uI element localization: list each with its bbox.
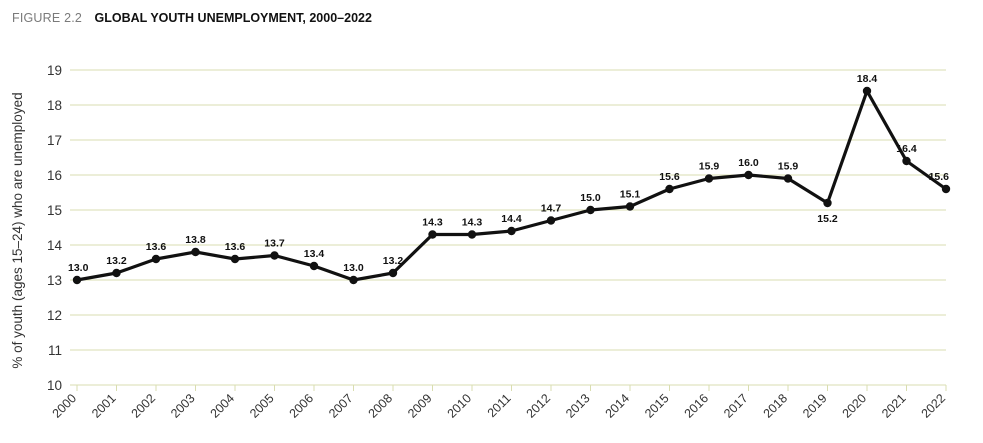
- data-label: 13.7: [264, 238, 285, 250]
- data-label: 16.4: [896, 143, 917, 155]
- data-point: [191, 247, 200, 257]
- data-label: 16.0: [738, 157, 759, 169]
- data-point: [467, 230, 477, 239]
- data-point: [823, 198, 832, 208]
- chart-title: GLOBAL YOUTH UNEMPLOYMENT, 2000–2022: [94, 11, 372, 25]
- data-point: [309, 261, 319, 271]
- x-tick-label: 2004: [208, 391, 238, 421]
- series-line-group: [75, 89, 948, 282]
- data-point: [862, 86, 872, 96]
- y-tick-label: 10: [47, 378, 62, 393]
- y-tick-label: 19: [47, 63, 62, 78]
- figure-header: FIGURE 2.2 GLOBAL YOUTH UNEMPLOYMENT, 20…: [12, 9, 372, 27]
- data-label: 13.0: [343, 262, 364, 274]
- y-tick-label: 16: [47, 168, 62, 183]
- x-tick-label: 2012: [524, 391, 554, 421]
- x-tick-label: 2007: [326, 391, 356, 421]
- y-axis-title-group: % of youth (ages 15–24) who are unemploy…: [10, 92, 25, 368]
- x-tick-labels: 2000 2001 2002 2003 2004 2005 2006 2007 2008 2009…: [50, 391, 949, 421]
- x-tick-label: 2021: [879, 391, 909, 421]
- data-label: 13.2: [383, 255, 404, 267]
- data-label: 15.2: [817, 213, 838, 225]
- x-tick-label: 2019: [800, 391, 830, 421]
- x-tick-label: 2020: [840, 391, 870, 421]
- data-label: 15.9: [699, 161, 720, 173]
- y-tick-label: 11: [48, 343, 62, 358]
- data-point: [388, 268, 398, 278]
- data-point: [507, 226, 516, 236]
- data-label: 15.6: [929, 171, 950, 183]
- data-label: 13.2: [106, 255, 127, 267]
- data-label: 13.4: [304, 248, 325, 260]
- data-label: 13.0: [68, 262, 89, 274]
- gridlines: [70, 69, 947, 391]
- x-tick-label: 2010: [445, 391, 475, 421]
- x-tick-label: 2009: [405, 391, 435, 421]
- data-point: [665, 184, 674, 194]
- x-tick-label: 2005: [247, 391, 277, 421]
- data-point: [230, 254, 240, 264]
- data-point: [783, 174, 793, 183]
- data-label: 15.9: [778, 161, 799, 173]
- data-point: [112, 268, 121, 278]
- x-tick-label: 2001: [89, 391, 119, 421]
- data-point: [625, 202, 635, 211]
- data-point: [744, 170, 753, 180]
- y-tick-label: 17: [47, 133, 62, 148]
- series-line: [75, 89, 948, 282]
- x-tick-label: 2013: [563, 391, 593, 421]
- data-point: [586, 205, 595, 215]
- data-label: 13.8: [185, 234, 206, 246]
- y-tick-labels: 10 11 12 13 14 15 16 17 18 19: [47, 63, 63, 393]
- data-label: 18.4: [857, 73, 878, 85]
- data-label: 14.3: [422, 217, 443, 229]
- data-point: [270, 251, 279, 260]
- x-tick-label: 2016: [682, 391, 712, 421]
- data-point: [349, 275, 358, 285]
- data-point: [704, 174, 714, 183]
- data-label: 14.3: [462, 217, 483, 229]
- data-label: 14.4: [501, 213, 522, 225]
- y-tick-label: 15: [47, 203, 62, 218]
- data-points: [72, 86, 951, 285]
- data-labels: 13.0 13.2 13.6 13.8 13.6 13.7 13.4 13.0 13.2 14.3…: [68, 73, 949, 274]
- data-label: 15.1: [620, 189, 641, 201]
- data-label: 15.0: [580, 192, 601, 204]
- y-tick-label: 14: [47, 238, 63, 253]
- x-tick-label: 2003: [168, 391, 198, 421]
- data-label: 13.6: [225, 241, 246, 253]
- y-tick-label: 12: [47, 308, 62, 323]
- x-tick-label: 2017: [721, 391, 751, 421]
- data-point: [72, 275, 82, 285]
- data-point: [151, 254, 161, 264]
- x-tick-label: 2015: [642, 391, 672, 421]
- x-tick-label: 2008: [366, 391, 396, 421]
- data-label: 15.6: [659, 171, 680, 183]
- data-point: [428, 230, 437, 239]
- figure-label: FIGURE 2.2: [12, 11, 83, 25]
- data-label: 14.7: [541, 203, 562, 215]
- data-label: 13.6: [146, 241, 167, 253]
- x-tick-label: 2022: [919, 391, 949, 421]
- y-tick-label: 18: [47, 98, 62, 113]
- x-tick-label: 2002: [129, 391, 159, 421]
- x-tick-label: 2011: [485, 391, 514, 420]
- x-tick-label: 2006: [287, 391, 317, 421]
- data-point: [546, 216, 556, 225]
- y-axis-title: % of youth (ages 15–24) who are unemploy…: [10, 92, 25, 368]
- y-tick-label: 13: [47, 273, 62, 288]
- data-point: [902, 156, 911, 166]
- x-tick-label: 2000: [50, 391, 80, 421]
- x-tick-label: 2018: [761, 391, 791, 421]
- x-tick-label: 2014: [603, 391, 633, 421]
- data-point: [941, 184, 951, 194]
